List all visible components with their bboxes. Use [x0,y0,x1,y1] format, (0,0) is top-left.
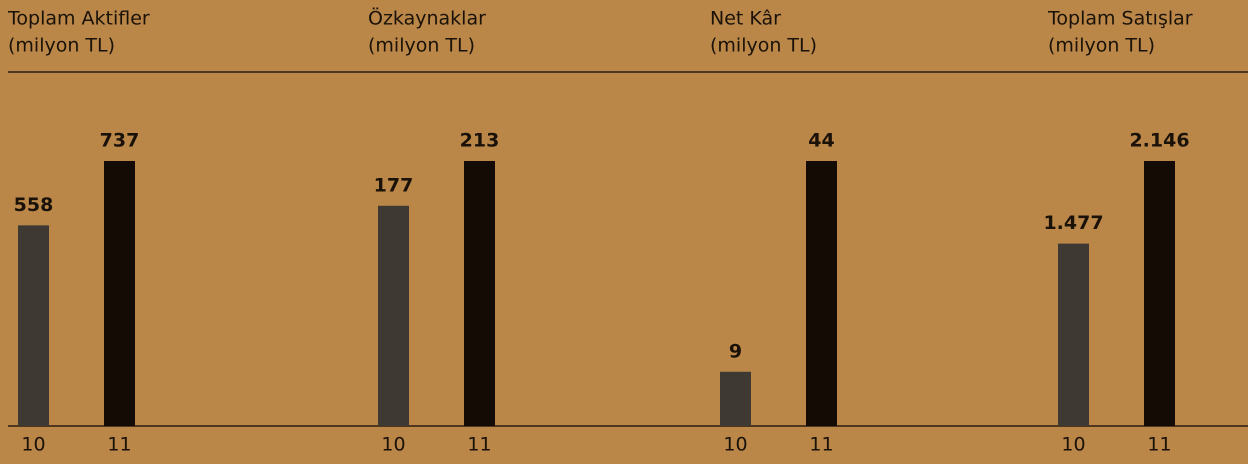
bar [1058,243,1089,426]
panel-title: Özkaynaklar [368,7,486,30]
x-tick-label: 10 [723,434,747,456]
x-tick-label: 11 [467,434,491,456]
data-label: 9 [729,340,742,362]
bar [18,225,49,426]
data-label: 558 [14,194,54,216]
panel-subtitle: (milyon TL) [368,35,475,57]
panel-title: Toplam Satışlar [1047,8,1193,30]
panel-subtitle: (milyon TL) [8,35,115,57]
data-label: 737 [100,130,140,152]
x-tick-label: 10 [1061,434,1085,456]
x-tick-label: 10 [381,434,405,456]
x-tick-label: 11 [1147,434,1171,456]
bar [720,371,751,426]
data-label: 213 [460,130,500,152]
bar [378,205,409,426]
x-tick-label: 10 [21,434,45,456]
bar [1144,161,1175,426]
x-tick-label: 11 [107,434,131,456]
panel-title: Net Kâr [710,8,781,30]
bar [104,161,135,426]
panel-title: Toplam Aktifler [7,8,150,30]
data-label: 1.477 [1043,212,1103,234]
data-label: 177 [374,174,414,196]
x-tick-label: 11 [809,434,833,456]
bar [464,161,495,426]
panel-subtitle: (milyon TL) [710,35,817,57]
data-label: 44 [808,130,834,152]
bar [806,161,837,426]
panel-subtitle: (milyon TL) [1048,35,1155,57]
data-label: 2.146 [1129,130,1189,152]
